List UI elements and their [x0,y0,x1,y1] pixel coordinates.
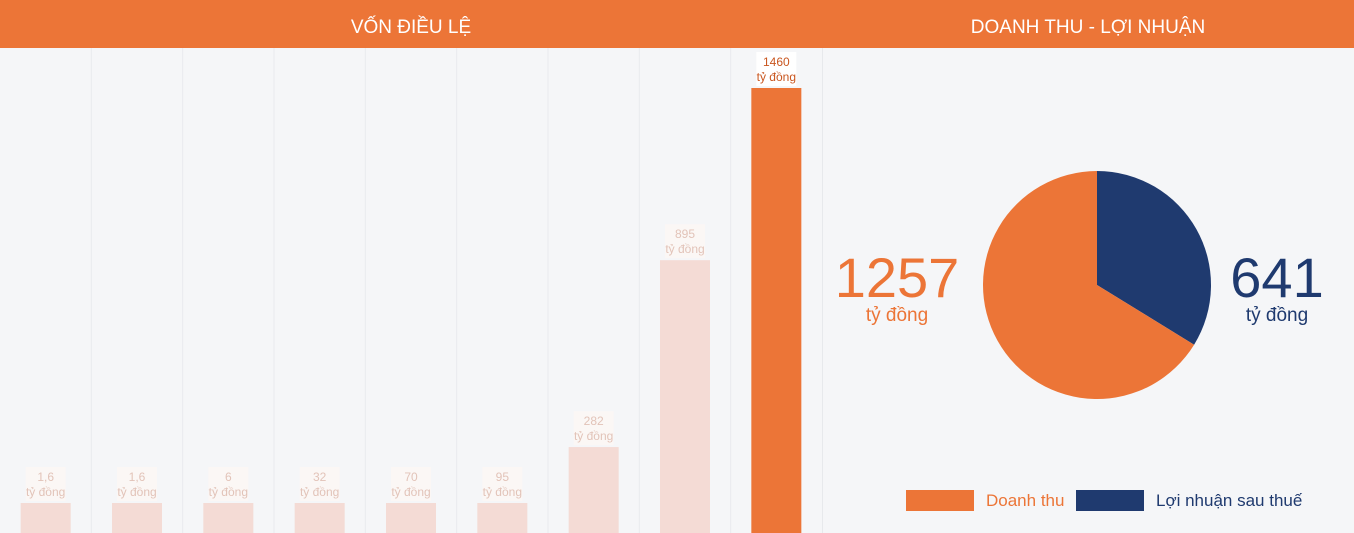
section-divider [822,48,823,533]
bar-3 [203,503,254,533]
revenue-profit-pie-chart [983,171,1211,399]
header-bar [0,0,1354,48]
bar-unit-label: tỷ đồng [665,242,704,256]
bar-label-bg [299,467,340,501]
bar-value-label: 282 [584,414,604,428]
bar-unit-label: tỷ đồng [757,70,796,84]
bar-value-label: 70 [404,470,418,484]
bar-4 [294,503,345,533]
bar-unit-label: tỷ đồng [26,485,65,499]
bar-5 [386,503,436,533]
bar-value-label: 6 [225,470,232,484]
legend-label-profit: Lợi nhuận sau thuế [1156,491,1303,510]
revenue-unit: tỷ đồng [865,305,929,326]
bar-1 [20,503,71,533]
bar-label-bg [756,52,797,86]
pie-slice-profit [1097,171,1211,345]
bar-label-bg [665,224,705,259]
profit-unit: tỷ đồng [1245,305,1309,326]
legend-swatch-revenue [906,490,974,511]
bar-6 [477,503,528,533]
legend-swatch-profit [1076,490,1144,511]
bar-unit-label: tỷ đồng [117,485,156,499]
bar-value-label: 1,6 [129,470,146,484]
legend-label-revenue: Doanh thu [986,491,1065,510]
revenue-profit-title: DOANH THU - LỢI NHUẬN [970,17,1206,38]
revenue-value: 1257 [834,246,960,309]
bar-label-bg [573,411,614,446]
bar-value-label: 895 [675,227,695,241]
bar-unit-label: tỷ đồng [574,429,613,443]
bar-7 [568,447,619,533]
bar-2 [112,503,162,533]
charter-capital-title: VỐN ĐIỀU LỆ [350,17,472,38]
bar-label-bg [117,467,157,501]
bar-9 [751,88,802,533]
pie-slice-revenue [983,171,1195,399]
bar-value-label: 32 [313,470,327,484]
bar-value-label: 1,6 [37,470,54,484]
profit-value: 641 [1230,246,1324,309]
bar-unit-label: tỷ đồng [300,485,339,499]
bar-value-label: 95 [496,470,510,484]
bar-unit-label: tỷ đồng [483,485,522,499]
bar-label-bg [391,467,431,501]
bar-value-label: 1460 [763,55,790,69]
bar-label-bg [208,467,249,501]
bar-unit-label: tỷ đồng [391,485,430,499]
bar-label-bg [482,467,523,501]
bar-label-bg [25,467,66,501]
bar-8 [660,260,710,533]
bar-unit-label: tỷ đồng [209,485,248,499]
